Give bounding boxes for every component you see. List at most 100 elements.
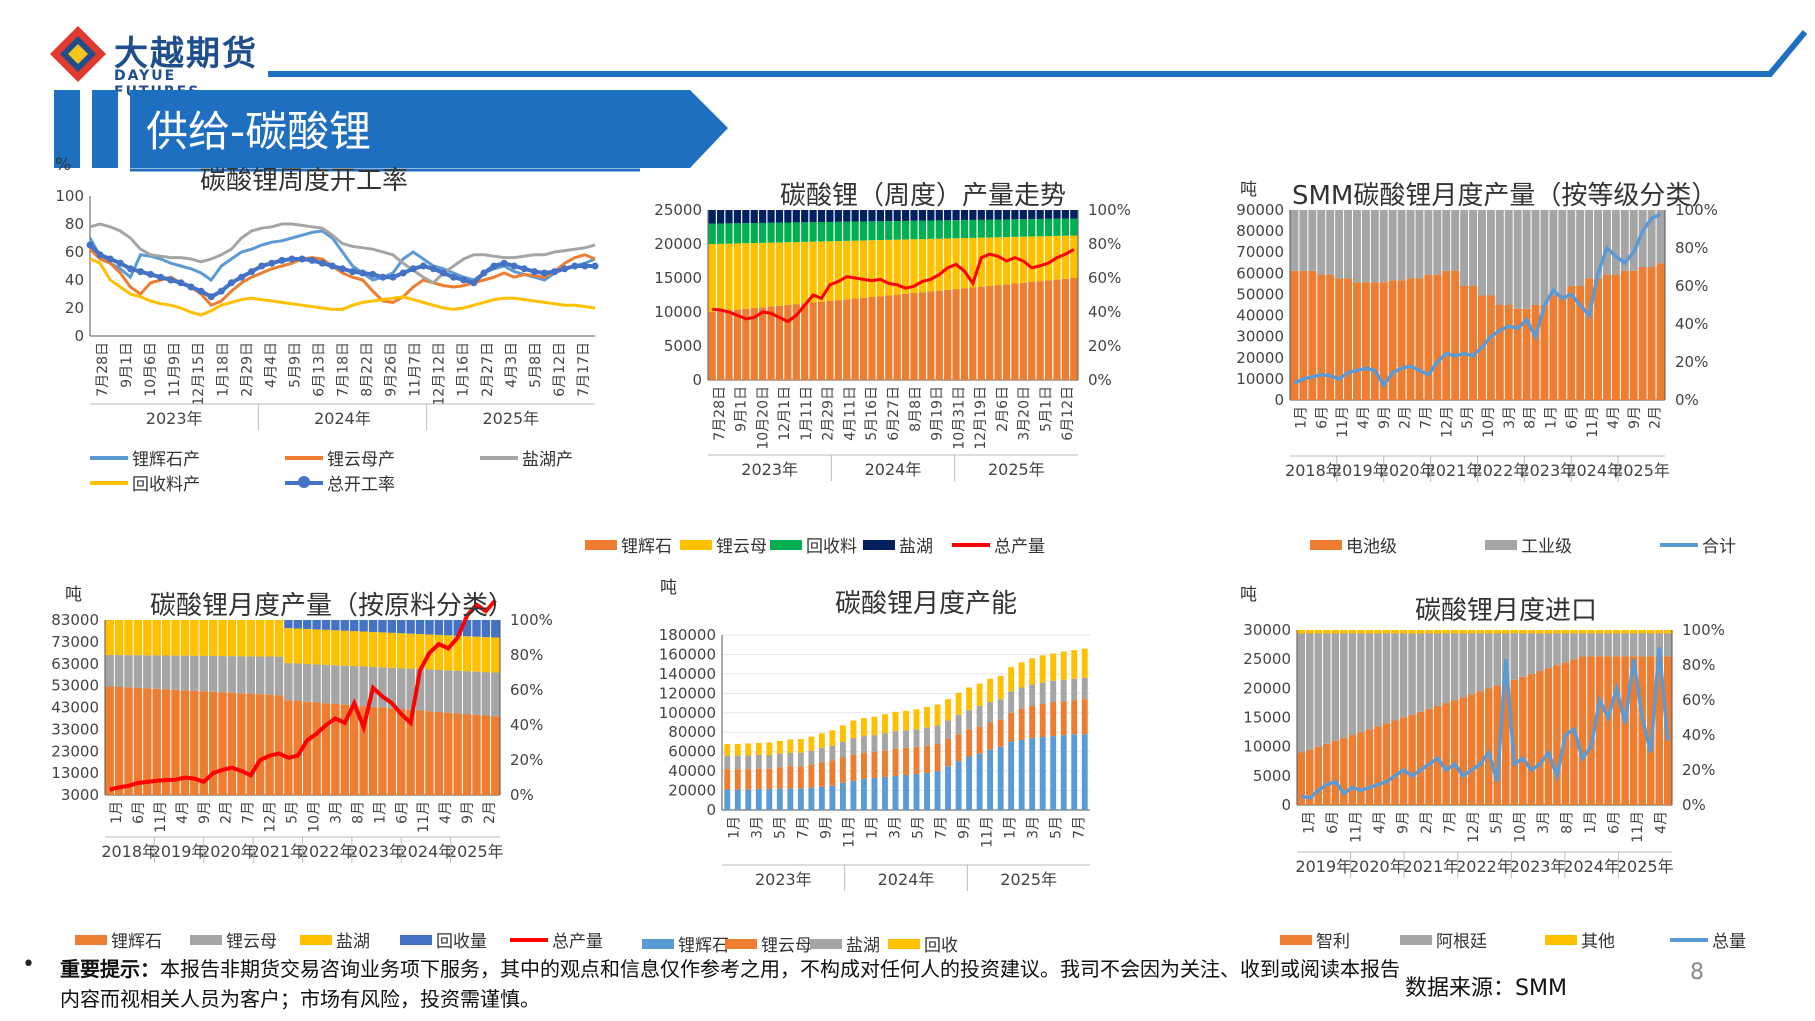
stack-bar bbox=[1459, 697, 1467, 805]
stack-bar bbox=[1519, 630, 1527, 634]
x-tick-label: 10月31日 bbox=[951, 386, 967, 450]
battery-grade-bar bbox=[1567, 286, 1576, 400]
stack-bar bbox=[876, 296, 884, 380]
industrial-grade-bar bbox=[1611, 210, 1620, 275]
stack-bar bbox=[843, 240, 851, 300]
capacity-bar bbox=[1018, 740, 1025, 810]
capacity-bar bbox=[1029, 738, 1036, 810]
y-tick-label: 30000 bbox=[1243, 621, 1291, 639]
industrial-grade-bar bbox=[1460, 210, 1469, 286]
series-point bbox=[86, 241, 94, 249]
stack-bar bbox=[960, 288, 969, 380]
stack-bar bbox=[462, 714, 472, 795]
x-tick-label: 1月11日 bbox=[799, 386, 815, 441]
stack-bar bbox=[387, 708, 397, 795]
axis-unit: 吨 bbox=[1240, 585, 1257, 605]
battery-grade-bar bbox=[1647, 267, 1656, 400]
x-tick-label: 4月3日 bbox=[504, 342, 520, 388]
stack-bar bbox=[859, 221, 868, 241]
stack-bar bbox=[1587, 633, 1595, 657]
year-label: 2018年 bbox=[1285, 461, 1342, 480]
capacity-bar bbox=[734, 743, 741, 756]
y-tick-label: 50000 bbox=[1236, 285, 1284, 303]
legend-item: 锂云母 bbox=[190, 927, 277, 952]
year-label: 2020年 bbox=[1379, 461, 1436, 480]
y-tick-label: 60 bbox=[65, 243, 84, 261]
capacity-bar bbox=[997, 719, 1004, 747]
x-tick-label: 1月 bbox=[1293, 406, 1309, 429]
industrial-grade-bar bbox=[1478, 210, 1486, 296]
stack-bar bbox=[406, 709, 415, 795]
footer-notice: 重要提示：本报告非期货交易咨询业务项下服务，其中的观点和信息仅作参考之用，不构成… bbox=[60, 954, 1400, 1014]
capacity-bar bbox=[839, 741, 846, 758]
stack-bar bbox=[208, 691, 218, 795]
y2-tick-label: 40% bbox=[1682, 726, 1715, 744]
legend-label: 回收料 bbox=[806, 537, 857, 557]
industrial-grade-bar bbox=[1522, 210, 1531, 309]
x-tick-label: 5月9日 bbox=[287, 342, 303, 388]
x-tick-label: 7月 bbox=[1442, 811, 1458, 834]
y2-tick-label: 80% bbox=[1682, 656, 1715, 674]
stack-bar bbox=[1399, 717, 1408, 805]
battery-grade-bar bbox=[1585, 278, 1594, 400]
x-tick-label: 11月9日 bbox=[167, 342, 183, 397]
capacity-bar bbox=[818, 733, 825, 748]
total-line bbox=[712, 248, 1075, 324]
stack-bar bbox=[725, 210, 733, 224]
stack-bar bbox=[1544, 633, 1553, 669]
legend-label: 其他 bbox=[1581, 932, 1615, 952]
x-tick-label: 4月 bbox=[1372, 811, 1388, 834]
stack-bar bbox=[218, 692, 227, 795]
capacity-bar bbox=[734, 789, 741, 810]
stack-bar bbox=[397, 633, 406, 669]
series-point bbox=[258, 262, 266, 270]
stack-bar bbox=[1340, 630, 1348, 634]
capacity-bar bbox=[934, 704, 941, 726]
stack-bar bbox=[750, 243, 758, 309]
legend-item: 锂辉石 bbox=[75, 927, 162, 952]
y-tick-label: 83000 bbox=[51, 611, 99, 629]
legend-label: 盐湖 bbox=[336, 932, 370, 952]
stack-bar bbox=[1011, 236, 1019, 284]
stack-bar bbox=[265, 620, 274, 657]
stack-bar bbox=[1459, 630, 1467, 634]
stack-bar bbox=[868, 240, 876, 297]
capacity-bar bbox=[839, 725, 846, 742]
stack-bar bbox=[274, 620, 284, 657]
stack-bar bbox=[1314, 633, 1323, 747]
stack-bar bbox=[340, 704, 350, 795]
x-tick-label: 7月28日 bbox=[95, 342, 111, 397]
battery-grade-bar bbox=[1540, 305, 1549, 400]
stack-bar bbox=[935, 220, 943, 239]
stack-bar bbox=[784, 242, 792, 305]
legend-swatch bbox=[300, 934, 332, 945]
capacity-bar bbox=[745, 743, 752, 756]
stack-bar bbox=[462, 671, 472, 715]
series-point bbox=[399, 269, 407, 277]
x-tick-label: 3月 bbox=[1026, 816, 1042, 839]
stack-bar bbox=[1061, 235, 1069, 279]
stack-bar bbox=[1663, 633, 1672, 657]
industrial-grade-bar bbox=[1299, 210, 1308, 271]
stack-bar bbox=[1485, 688, 1493, 805]
y2-tick-label: 0% bbox=[1682, 796, 1706, 814]
capacity-bar bbox=[945, 699, 952, 721]
y-tick-label: 25000 bbox=[654, 201, 702, 219]
year-label: 2025年 bbox=[482, 409, 539, 428]
chart-title: 碳酸锂月度产能 bbox=[835, 589, 1018, 619]
y2-tick-label: 60% bbox=[1675, 277, 1708, 295]
x-tick-label: 8月22日 bbox=[360, 342, 376, 397]
stack-bar bbox=[817, 241, 826, 302]
series-point bbox=[359, 269, 367, 277]
stack-bar bbox=[1638, 633, 1646, 657]
capacity-bar bbox=[871, 777, 878, 810]
capacity-bar bbox=[745, 789, 752, 810]
chart-monthly-production-by-grade: 0 10000 20000 30000 40000 50000 60000 70000 8000… bbox=[1230, 180, 1810, 565]
x-tick-label: 1月 bbox=[372, 801, 388, 824]
series-point bbox=[419, 262, 427, 270]
stack-bar bbox=[1314, 630, 1323, 634]
stack-bar bbox=[284, 700, 293, 795]
capacity-bar bbox=[1071, 700, 1078, 735]
stack-bar bbox=[1655, 630, 1663, 634]
